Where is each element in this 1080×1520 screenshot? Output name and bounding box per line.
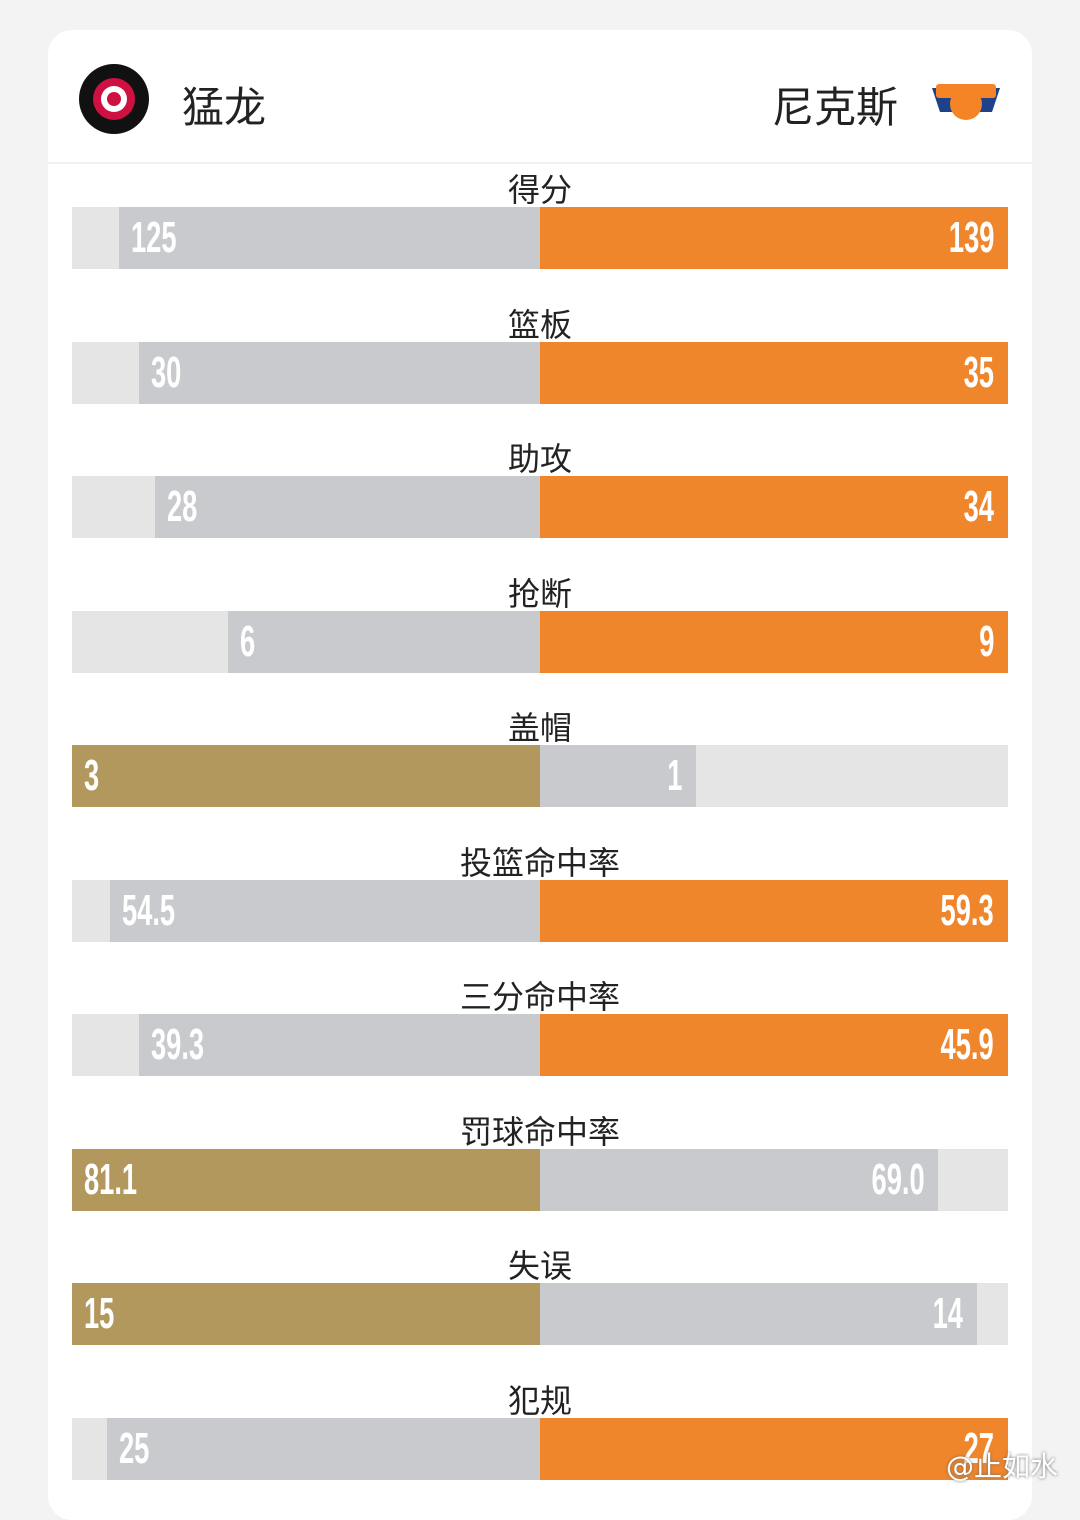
away-bar xyxy=(540,476,1008,538)
value-text: 69.0 xyxy=(871,1154,925,1204)
away-value: 1 xyxy=(658,745,682,807)
home-bar xyxy=(138,341,540,404)
value-text: 54.5 xyxy=(121,885,175,935)
away-value: 69.0 xyxy=(839,1149,925,1211)
value-text: 35 xyxy=(963,347,994,397)
stat-label: 助攻 xyxy=(507,440,572,478)
value-text: 9 xyxy=(978,616,994,666)
raptors-logo xyxy=(79,64,149,134)
home-team: 猛龙 xyxy=(182,83,267,132)
home-bar xyxy=(72,1283,540,1345)
away-bar xyxy=(540,745,696,807)
value-text: 59.3 xyxy=(940,885,994,935)
home-value: 15 xyxy=(84,1283,133,1345)
home-value: 30 xyxy=(151,342,200,404)
stat-label: 篮板 xyxy=(507,305,572,344)
knicks-logo xyxy=(932,84,1000,120)
value-text: 1 xyxy=(666,751,682,800)
away-bar xyxy=(540,207,1008,269)
away-value: 9 xyxy=(970,611,994,673)
home-bar xyxy=(228,610,540,673)
stat-label: 投篮命中率 xyxy=(459,843,620,882)
home-value: 3 xyxy=(84,745,108,807)
away-bar xyxy=(540,1148,939,1211)
home-value: 25 xyxy=(119,1418,168,1480)
home-bar xyxy=(119,207,540,269)
value-text: 15 xyxy=(84,1289,115,1338)
stat-label: 犯规 xyxy=(507,1381,572,1420)
value-text: 28 xyxy=(166,482,197,531)
away-value: 27 xyxy=(945,1418,994,1480)
stat-label: 三分命中率 xyxy=(459,978,620,1016)
stat-label: 抢断 xyxy=(507,574,572,613)
home-bar xyxy=(154,476,540,538)
value-text: 27 xyxy=(963,1423,994,1473)
home-value: 54.5 xyxy=(122,880,208,942)
away-bar xyxy=(540,1014,1008,1076)
away-bar xyxy=(540,1417,1008,1480)
away-bar xyxy=(540,610,1008,673)
home-value: 39.3 xyxy=(151,1014,237,1076)
away-bar xyxy=(540,341,1008,404)
away-bar xyxy=(540,1283,977,1345)
value-text: 25 xyxy=(118,1423,150,1473)
home-bar xyxy=(139,1014,540,1076)
away-value: 59.3 xyxy=(908,880,994,942)
value-text: 139 xyxy=(948,213,994,262)
home-bar xyxy=(109,879,540,942)
away-value: 34 xyxy=(945,476,994,538)
value-text: 3 xyxy=(84,751,100,800)
value-text: 39.3 xyxy=(151,1020,205,1069)
away-bar xyxy=(540,879,1008,942)
watermark: @止如水 xyxy=(945,1450,1058,1483)
home-value: 81.1 xyxy=(84,1149,170,1211)
value-text: 125 xyxy=(131,213,177,262)
away-team: 尼克斯 xyxy=(771,83,898,132)
home-bar xyxy=(106,1417,540,1480)
home-bar xyxy=(72,1148,540,1211)
home-value: 125 xyxy=(131,207,204,269)
header: 猛龙 尼克斯 xyxy=(48,30,1032,164)
stat-label: 盖帽 xyxy=(507,709,572,747)
value-text: 45.9 xyxy=(940,1020,994,1069)
away-value: 139 xyxy=(921,207,994,269)
home-value: 6 xyxy=(240,611,264,673)
value-text: 81.1 xyxy=(84,1154,138,1204)
home-bar xyxy=(72,745,540,807)
away-value: 14 xyxy=(914,1283,963,1345)
stat-label: 得分 xyxy=(507,171,572,209)
value-text: 34 xyxy=(963,482,994,531)
away-value: 45.9 xyxy=(908,1014,994,1076)
value-text: 30 xyxy=(150,347,182,397)
value-text: 14 xyxy=(932,1289,963,1338)
home-value: 28 xyxy=(167,476,216,538)
value-text: 6 xyxy=(240,616,256,666)
away-value: 35 xyxy=(945,342,994,404)
stat-label: 罚球命中率 xyxy=(459,1112,620,1151)
stat-label: 失误 xyxy=(507,1247,572,1285)
